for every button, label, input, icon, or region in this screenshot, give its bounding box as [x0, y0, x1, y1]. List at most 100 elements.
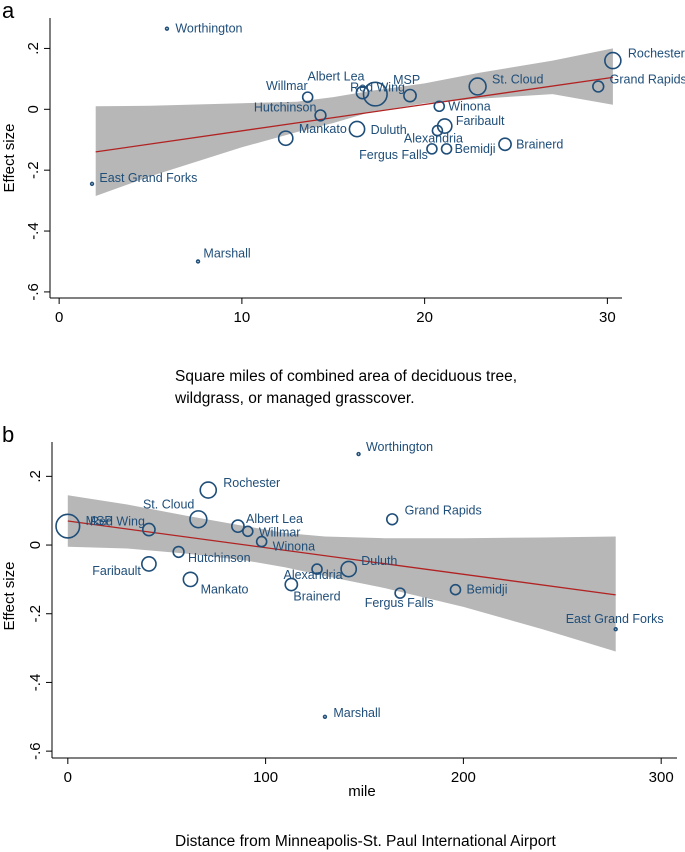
data-point [284, 577, 299, 592]
confidence-band [95, 48, 613, 197]
x-axis-label: mile [348, 783, 376, 800]
y-axis-label: Effect size [1, 124, 18, 193]
point-label: Grand Rapids [405, 503, 482, 517]
point-label: Red Wing [90, 515, 145, 529]
point-label: Bemidji [466, 583, 507, 597]
point-label: Brainerd [516, 137, 563, 151]
data-point [164, 26, 170, 31]
point-label: Marshall [203, 246, 250, 260]
fit-line [95, 76, 613, 153]
data-point [355, 85, 370, 100]
y-tick-label: -.6 [27, 742, 44, 760]
point-label: Albert Lea [246, 512, 303, 526]
point-label: Alexandria [404, 132, 463, 146]
data-point [182, 571, 199, 588]
point-label: Mankato [299, 122, 347, 136]
data-point [449, 583, 462, 596]
point-label: Winona [448, 99, 490, 113]
point-label: Rochester [628, 47, 685, 61]
data-point [277, 130, 294, 147]
data-point [189, 510, 208, 529]
data-point [172, 545, 185, 559]
point-label: Brainerd [293, 590, 340, 604]
point-label: Willmar [266, 79, 308, 93]
data-point [340, 560, 358, 578]
point-label: Mankato [201, 582, 249, 596]
data-point [314, 109, 327, 122]
x-tick-label: 20 [416, 309, 433, 326]
data-point [255, 535, 268, 548]
x-tick-label: 0 [64, 769, 72, 786]
panel-a: a 0 10 20 30 .2 0 -.2 -.4 -.6 Effect size Worthingt… [1, 0, 685, 407]
point-label: East Grand Forks [566, 612, 664, 626]
point-label: Marshall [333, 706, 380, 720]
data-point [426, 143, 438, 155]
y-tick-label: -.4 [27, 674, 44, 692]
data-point [311, 563, 323, 575]
y-axis-label: Effect size [1, 562, 18, 631]
panel-a-letter: a [2, 0, 15, 23]
y-tick-label: .2 [27, 470, 44, 483]
point-label: Duluth [361, 554, 397, 568]
point-label: Fergus Falls [359, 148, 428, 162]
data-point [301, 91, 314, 103]
x-axis-label-line-1: Square miles of combined area of deciduo… [175, 368, 517, 385]
point-label: MSP [86, 514, 113, 528]
x-tick-label: 0 [55, 309, 63, 326]
point-label: St. Cloud [143, 497, 194, 511]
data-point [613, 626, 618, 632]
x-tick-label: 30 [599, 309, 616, 326]
data-point [356, 451, 361, 457]
point-label: Alexandria [283, 568, 342, 582]
data-point [195, 259, 201, 264]
data-point [322, 714, 328, 719]
x-tick-label: 10 [234, 309, 251, 326]
point-label: East Grand Forks [99, 171, 197, 185]
data-point [362, 81, 388, 107]
data-point [394, 587, 406, 599]
figure-caption: Distance from Minneapolis-St. Paul Inter… [175, 833, 556, 850]
point-label: Rochester [223, 476, 280, 490]
x-axis-label-line-2: wildgrass, or managed grasscover. [174, 390, 415, 407]
point-label: Faribault [92, 564, 141, 578]
point-label: MSP [393, 73, 420, 87]
data-point [468, 77, 487, 96]
data-point [55, 513, 81, 539]
y-tick-label: 0 [27, 541, 44, 549]
data-point [433, 100, 446, 113]
point-label: Worthington [175, 22, 242, 36]
y-tick-label: -.6 [25, 283, 42, 301]
point-label: Willmar [259, 525, 301, 539]
y-tick-label: .2 [25, 42, 42, 55]
x-tick-label: 200 [451, 769, 476, 786]
point-label: Duluth [371, 123, 407, 137]
data-point [604, 51, 622, 70]
data-point [348, 120, 366, 138]
point-label: Bemidji [455, 142, 496, 156]
data-point [431, 124, 444, 137]
data-point [231, 519, 245, 534]
data-point [141, 556, 157, 572]
data-point [142, 522, 156, 537]
point-label: Hutchinson [188, 551, 251, 565]
point-label: St. Cloud [492, 72, 543, 86]
x-tick-label: 300 [649, 769, 674, 786]
point-label: Faribault [456, 114, 505, 128]
y-tick-label: -.4 [25, 222, 42, 240]
y-tick-label: -.2 [25, 161, 42, 179]
data-point [385, 513, 399, 526]
data-point [199, 481, 218, 499]
point-label: Hutchinson [254, 100, 317, 114]
point-label: Winona [273, 540, 315, 554]
panel-b-letter: b [2, 422, 14, 447]
point-label: Worthington [366, 440, 433, 454]
point-label: Grand Rapids [610, 72, 685, 86]
point-label: Fergus Falls [365, 596, 434, 610]
fit-line [67, 520, 616, 596]
data-point [592, 80, 605, 93]
data-point [89, 181, 95, 187]
y-tick-label: -.2 [27, 605, 44, 623]
panel-b: b 0 100 200 300 .2 0 -.2 -.4 -.6 Effect size Worthi… [1, 422, 677, 850]
data-point [440, 143, 453, 155]
